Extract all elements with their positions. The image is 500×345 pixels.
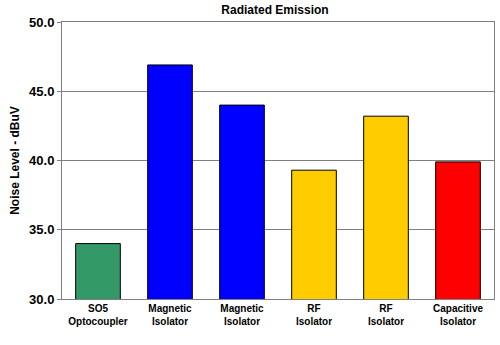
svg-text:50.0: 50.0	[29, 15, 54, 30]
svg-text:35.0: 35.0	[29, 222, 54, 237]
svg-text:CapacitiveIsolator: CapacitiveIsolator	[433, 303, 483, 327]
svg-text:MagneticIsolator: MagneticIsolator	[220, 303, 264, 327]
svg-text:Radiated Emission: Radiated Emission	[221, 3, 328, 17]
svg-text:SO5Optocoupler: SO5Optocoupler	[68, 303, 128, 327]
svg-text:45.0: 45.0	[29, 84, 54, 99]
svg-text:30.0: 30.0	[29, 292, 54, 307]
svg-text:RFIsolator: RFIsolator	[368, 303, 404, 327]
svg-text:Noise Level - dBuV: Noise Level - dBuV	[8, 106, 22, 215]
svg-text:40.0: 40.0	[29, 153, 54, 168]
svg-text:RFIsolator: RFIsolator	[296, 303, 332, 327]
svg-text:MagneticIsolator: MagneticIsolator	[148, 303, 192, 327]
